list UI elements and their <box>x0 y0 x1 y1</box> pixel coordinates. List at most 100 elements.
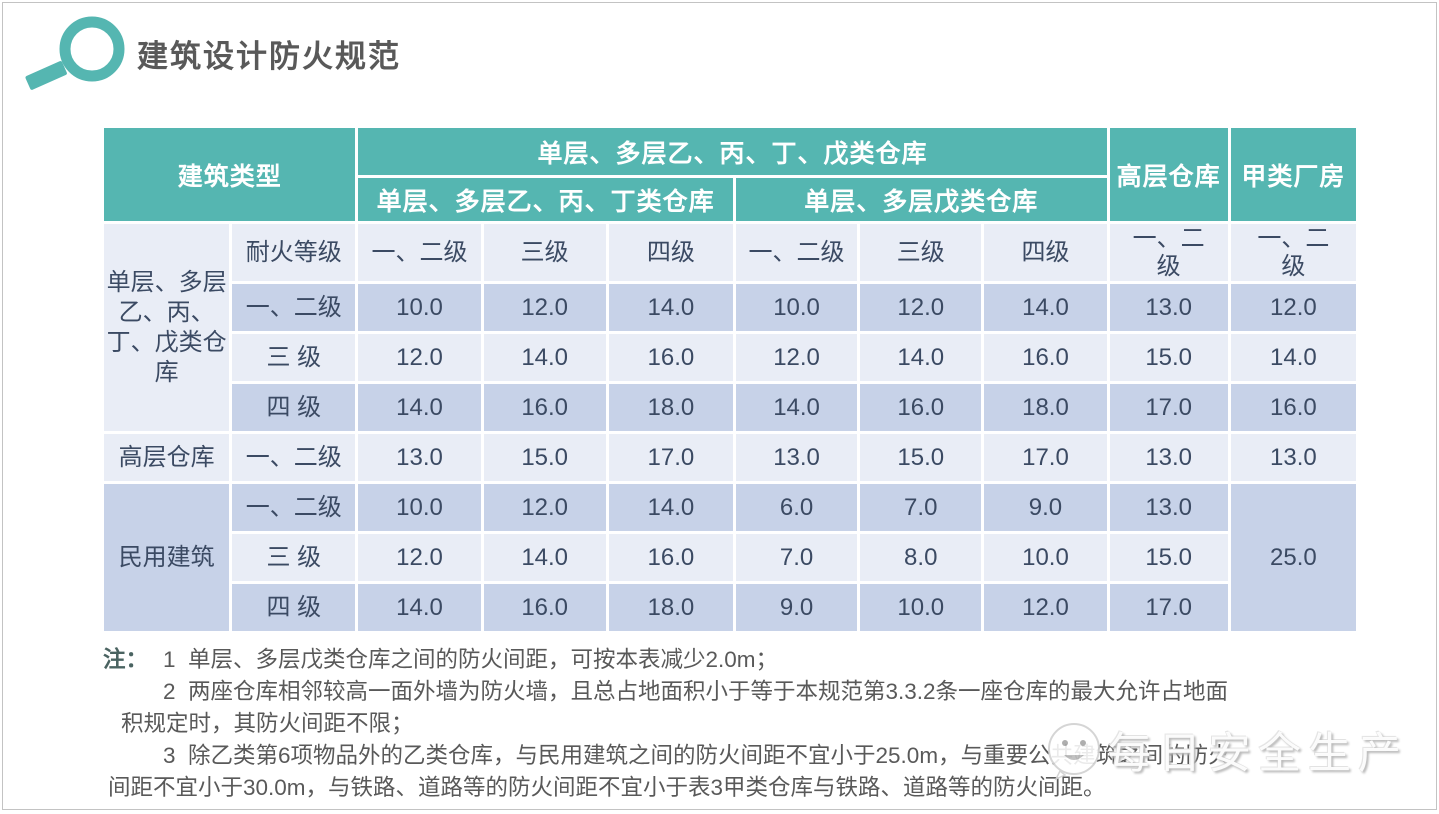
value-cell: 14.0 <box>608 284 733 332</box>
value-cell: 10.0 <box>735 284 858 332</box>
header-high-rise-warehouse: 高层仓库 <box>1109 128 1228 221</box>
merged-value-cell: 25.0 <box>1230 484 1356 632</box>
value-cell: 16.0 <box>1230 384 1356 432</box>
value-cell: 14.0 <box>358 384 481 432</box>
value-cell: 18.0 <box>984 384 1107 432</box>
value-cell: 14.0 <box>1230 334 1356 382</box>
grade-label: 一、二级 <box>232 284 356 332</box>
value-cell: 16.0 <box>860 384 982 432</box>
value-cell: 12.0 <box>358 334 481 382</box>
value-cell: 14.0 <box>358 584 481 632</box>
value-cell: 13.0 <box>1230 434 1356 482</box>
grade-label: 一、二级 <box>232 484 356 532</box>
header-group-right: 单层、多层戊类仓库 <box>735 178 1107 221</box>
table-row: 民用建筑 一、二级 10.0 12.0 14.0 6.0 7.0 9.0 13.… <box>104 484 1356 632</box>
header-building-type: 建筑类型 <box>104 128 356 221</box>
subheader-cell: 四级 <box>608 224 733 282</box>
value-cell: 17.0 <box>1109 584 1228 632</box>
value-cell: 13.0 <box>1109 484 1228 532</box>
value-cell: 16.0 <box>483 584 606 632</box>
table-row: 三 级 12.0 14.0 16.0 12.0 14.0 16.0 15.0 1… <box>104 334 1356 382</box>
value-cell: 17.0 <box>1109 384 1228 432</box>
table-wrap: 建筑类型 单层、多层乙、丙、丁、戊类仓库 高层仓库 甲类厂房 单层、多层乙、丙、… <box>101 125 1359 635</box>
value-cell: 12.0 <box>860 284 982 332</box>
subheader-fire-grade: 耐火等级 <box>232 224 356 282</box>
value-cell: 16.0 <box>608 334 733 382</box>
subheader-cell: 一、二 级 <box>1109 224 1228 282</box>
value-cell: 14.0 <box>483 534 606 582</box>
value-cell: 16.0 <box>984 334 1107 382</box>
grade-label: 三 级 <box>232 334 356 382</box>
note-line-4: 3 除乙类第6项物品外的乙类仓库，与民用建筑之间的防火间距不宜小于25.0m，与… <box>163 743 1231 768</box>
note-line-3: 积规定时，其防火间距不限； <box>121 711 414 736</box>
header-group-left: 单层、多层乙、丙、丁类仓库 <box>358 178 733 221</box>
grade-label: 四 级 <box>232 384 356 432</box>
magnifier-icon <box>25 16 125 90</box>
note-line-5: 间距不宜小于30.0m，与铁路、道路等的防火间距不宜小于表3甲类仓库与铁路、道路… <box>108 775 1106 800</box>
page-title: 建筑设计防火规范 <box>137 39 401 74</box>
value-cell: 10.0 <box>358 284 481 332</box>
value-cell: 7.0 <box>860 484 982 532</box>
value-cell: 17.0 <box>984 434 1107 482</box>
value-cell: 15.0 <box>483 434 606 482</box>
header-class-a-factory: 甲类厂房 <box>1230 128 1356 221</box>
value-cell: 10.0 <box>984 534 1107 582</box>
value-cell: 10.0 <box>860 584 982 632</box>
header-group-top: 单层、多层乙、丙、丁、戊类仓库 <box>358 128 1107 175</box>
value-cell: 6.0 <box>735 484 858 532</box>
table-row: 一、二级 10.0 12.0 14.0 10.0 12.0 14.0 13.0 … <box>104 284 1356 332</box>
value-cell: 7.0 <box>735 534 858 582</box>
subheader-cell: 一、二级 <box>735 224 858 282</box>
value-cell: 14.0 <box>735 384 858 432</box>
table-row: 高层仓库 一、二级 13.0 15.0 17.0 13.0 15.0 17.0 … <box>104 434 1356 482</box>
notes-block: 注： 1 单层、多层戊类仓库之间的防火间距，可按本表减少2.0m； 2 两座仓库相… <box>103 644 1413 804</box>
subheader-cell: 一、二级 <box>358 224 481 282</box>
subheader-cell: 三级 <box>860 224 982 282</box>
value-cell: 12.0 <box>483 284 606 332</box>
value-cell: 12.0 <box>735 334 858 382</box>
value-cell: 17.0 <box>608 434 733 482</box>
value-cell: 12.0 <box>358 534 481 582</box>
value-cell: 15.0 <box>860 434 982 482</box>
subheader-cell: 三级 <box>483 224 606 282</box>
note-text-1: 1 单层、多层戊类仓库之间的防火间距，可按本表减少2.0m； <box>163 647 779 672</box>
value-cell: 18.0 <box>608 384 733 432</box>
value-cell: 14.0 <box>483 334 606 382</box>
value-cell: 12.0 <box>1230 284 1356 332</box>
value-cell: 14.0 <box>860 334 982 382</box>
value-cell: 12.0 <box>483 484 606 532</box>
value-cell: 9.0 <box>984 484 1107 532</box>
fire-distance-table: 建筑类型 单层、多层乙、丙、丁、戊类仓库 高层仓库 甲类厂房 单层、多层乙、丙、… <box>101 125 1359 635</box>
value-cell: 13.0 <box>358 434 481 482</box>
row-group-label-civil: 民用建筑 <box>104 484 230 632</box>
value-cell: 13.0 <box>1109 434 1228 482</box>
row-group-label-high-rise: 高层仓库 <box>104 434 230 482</box>
note-label: 注： <box>103 647 149 672</box>
value-cell: 12.0 <box>984 584 1107 632</box>
value-cell: 16.0 <box>483 384 606 432</box>
table-row: 三 级 12.0 14.0 16.0 7.0 8.0 10.0 15.0 <box>104 534 1356 582</box>
value-cell: 10.0 <box>358 484 481 532</box>
grade-label: 四 级 <box>232 584 356 632</box>
value-cell: 16.0 <box>608 534 733 582</box>
note-line-1: 注： 1 单层、多层戊类仓库之间的防火间距，可按本表减少2.0m； <box>103 644 1413 676</box>
value-cell: 18.0 <box>608 584 733 632</box>
value-cell: 13.0 <box>735 434 858 482</box>
value-cell: 15.0 <box>1109 334 1228 382</box>
subheader-cell: 一、二 级 <box>1230 224 1356 282</box>
value-cell: 9.0 <box>735 584 858 632</box>
table-row: 四 级 14.0 16.0 18.0 9.0 10.0 12.0 17.0 <box>104 584 1356 632</box>
grade-label: 三 级 <box>232 534 356 582</box>
value-cell: 15.0 <box>1109 534 1228 582</box>
subheader-row: 单层、多层乙、丙、丁、戊类仓库 耐火等级 一、二级 三级 四级 一、二级 三级 … <box>104 224 1356 432</box>
subheader-cell: 四级 <box>984 224 1107 282</box>
note-line-2: 2 两座仓库相邻较高一面外墙为防火墙，且总占地面积小于等于本规范第3.3.2条一… <box>163 679 1229 704</box>
grade-label: 一、二级 <box>232 434 356 482</box>
value-cell: 14.0 <box>608 484 733 532</box>
table-row: 四 级 14.0 16.0 18.0 14.0 16.0 18.0 17.0 1… <box>104 384 1356 432</box>
value-cell: 8.0 <box>860 534 982 582</box>
row-group-label-warehouses: 单层、多层乙、丙、丁、戊类仓库 <box>104 224 230 432</box>
value-cell: 13.0 <box>1109 284 1228 332</box>
value-cell: 14.0 <box>984 284 1107 332</box>
